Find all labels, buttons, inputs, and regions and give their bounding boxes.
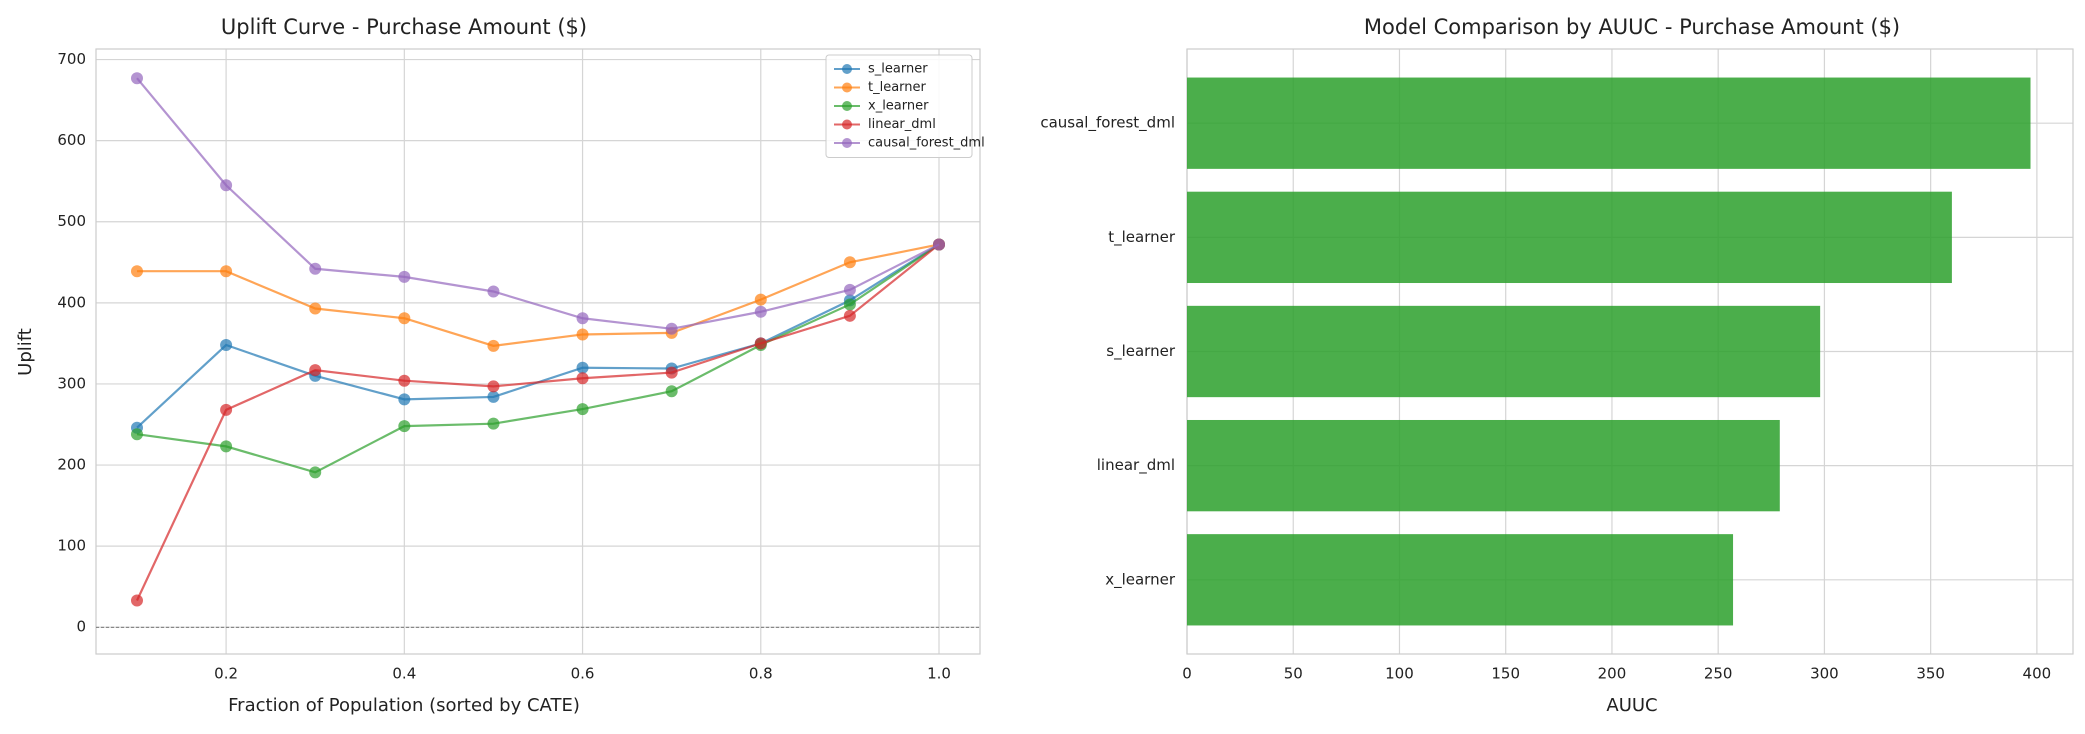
legend-label: s_learner [868, 62, 928, 77]
x-tick-label: 400 [2023, 665, 2052, 683]
y-tick-label: 500 [57, 212, 86, 230]
series-line [135, 243, 940, 601]
y-tick-label: 100 [57, 537, 86, 555]
data-point [309, 466, 322, 479]
x-axis-label: AUUC [1606, 695, 1657, 716]
data-point [843, 309, 856, 322]
x-tick-label: 0.6 [571, 665, 595, 683]
legend-swatch [842, 82, 852, 93]
data-point [576, 372, 589, 385]
y-tick-label: 200 [57, 456, 86, 474]
x-tick-label: 0.2 [214, 665, 238, 683]
chart-title: Model Comparison by AUUC - Purchase Amou… [1364, 15, 1900, 39]
data-point [576, 312, 589, 325]
data-point [665, 366, 678, 379]
bar [1187, 77, 2031, 169]
data-point [754, 305, 767, 318]
x-tick-label: 0 [1182, 665, 1192, 683]
x-tick-label: 250 [1704, 665, 1733, 683]
legend-swatch [842, 138, 852, 148]
x-tick-label: 0.8 [749, 665, 773, 683]
y-tick-label: 700 [57, 50, 86, 68]
series-line [136, 243, 940, 347]
x-axis-label: Fraction of Population (sorted by CATE) [228, 695, 580, 716]
series-line [136, 243, 940, 429]
data-point [398, 270, 411, 283]
data-point [487, 285, 500, 298]
data-point [665, 322, 678, 335]
legend-label: t_learner [868, 80, 927, 95]
y-tick-label: x_learner [1105, 570, 1176, 589]
legend-swatch [842, 119, 852, 130]
data-point [754, 293, 767, 306]
x-tick-label: 50 [1284, 665, 1303, 683]
data-point [220, 179, 233, 192]
legend-swatch [842, 101, 852, 111]
bar [1187, 419, 1780, 512]
legend-box [825, 54, 973, 158]
y-tick-label: 600 [57, 131, 86, 149]
data-point [487, 390, 500, 403]
y-axis-label: Uplift [15, 328, 36, 376]
y-tick-label: causal_forest_dml [1040, 114, 1175, 133]
x-tick-label: 1.0 [927, 665, 951, 683]
y-tick-label: linear_dml [1097, 456, 1175, 475]
data-point [843, 283, 856, 296]
y-tick-label: t_learner [1108, 228, 1176, 247]
chart-title: Uplift Curve - Purchase Amount ($) [221, 15, 587, 39]
legend-swatch [842, 64, 852, 74]
y-tick-label: 300 [57, 374, 86, 392]
y-tick-label: s_learner [1106, 342, 1176, 361]
x-tick-label: 200 [1598, 665, 1627, 683]
bar [1187, 305, 1821, 398]
data-point [398, 420, 411, 433]
legend-label: causal_forest_dml [868, 136, 985, 151]
data-point [220, 403, 233, 416]
y-tick-label: 400 [57, 293, 86, 311]
x-tick-label: 0.4 [392, 665, 416, 683]
data-point [130, 594, 143, 607]
data-point [220, 440, 233, 453]
x-tick-label: 300 [1810, 665, 1839, 683]
data-point [487, 339, 500, 352]
data-point [309, 364, 322, 377]
data-point [576, 328, 589, 341]
data-point [309, 302, 322, 315]
data-point [576, 361, 589, 374]
bar [1187, 534, 1734, 626]
bar [1187, 191, 1952, 284]
plot-frame [95, 48, 981, 655]
data-point [398, 393, 411, 406]
data-point [130, 72, 143, 85]
data-point [576, 403, 589, 416]
data-point [130, 265, 143, 278]
data-point [309, 262, 322, 275]
x-tick-label: 100 [1385, 665, 1414, 683]
data-point [487, 380, 500, 393]
x-tick-label: 150 [1491, 665, 1520, 683]
series-line [136, 77, 940, 330]
legend-label: x_learner [868, 99, 929, 114]
data-point [220, 339, 233, 352]
data-point [220, 265, 233, 278]
series-line [136, 243, 940, 474]
data-point [843, 298, 856, 311]
data-point [398, 374, 411, 387]
data-point [754, 337, 767, 350]
data-point [130, 428, 143, 441]
legend-label: linear_dml [868, 117, 936, 132]
data-point [398, 312, 411, 325]
data-point [487, 417, 500, 430]
data-point [933, 238, 946, 251]
x-tick-label: 350 [1916, 665, 1945, 683]
data-point [843, 256, 856, 269]
data-point [665, 385, 678, 398]
y-tick-label: 0 [76, 618, 86, 636]
